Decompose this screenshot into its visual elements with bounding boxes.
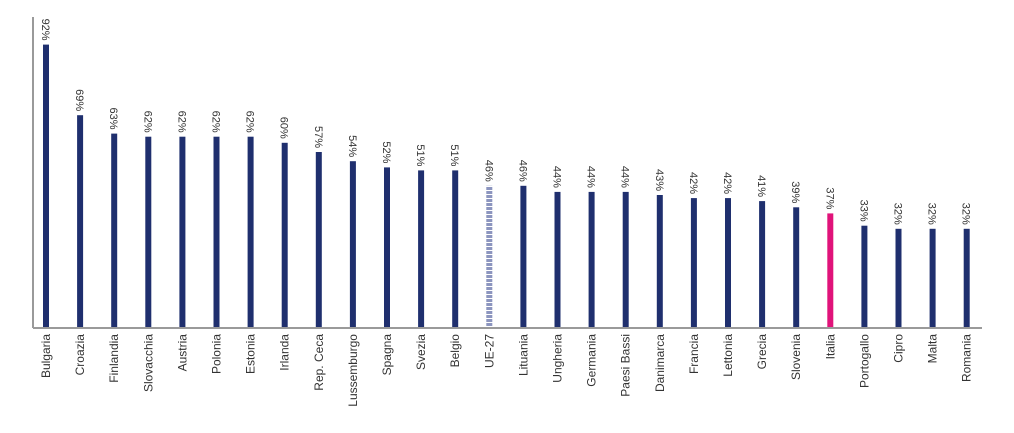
category-label-irlanda: Irlanda: [278, 334, 292, 371]
value-label-spagna: 52%: [380, 141, 392, 163]
value-label-francia: 42%: [687, 172, 699, 194]
bar-italia: [827, 213, 834, 327]
value-label-finlandia: 63%: [107, 108, 119, 130]
category-label-malta: Malta: [926, 334, 940, 364]
value-label-polonia: 62%: [210, 111, 222, 133]
value-label-svezia: 51%: [414, 144, 426, 166]
category-label-danimarca: Danimarca: [653, 334, 667, 392]
category-label-cipro: Cipro: [892, 334, 906, 363]
category-label-lituania: Lituania: [516, 334, 530, 376]
category-label-italia: Italia: [823, 334, 837, 360]
category-labels-group: Bulgaria Croazia Finlandia Slovacchia Austri…: [39, 334, 974, 407]
category-label-germania: Germania: [585, 334, 599, 387]
value-label-lettonia: 42%: [721, 172, 733, 194]
category-label-lussemburgo: Lussemburgo: [346, 334, 360, 407]
bar-slovenia: [793, 207, 800, 327]
category-label-polonia: Polonia: [210, 334, 224, 374]
bar-austria: [179, 136, 186, 327]
value-label-austria: 62%: [175, 111, 187, 133]
value-label-lussemburgo: 54%: [346, 135, 358, 157]
category-label-slovacchia: Slovacchia: [141, 334, 155, 392]
value-labels-group: 92% 69% 63% 62% 62% 62% 62% 60% 57% 54% 52% 51% 51% 4…: [39, 19, 972, 225]
bar-slovacchia: [145, 136, 152, 327]
bar-lettonia: [725, 198, 731, 327]
bar-francia: [690, 198, 697, 327]
bar-rep-ceca: [315, 152, 322, 327]
bar-lituania: [520, 185, 527, 327]
category-label-slovenia: Slovenia: [789, 334, 803, 380]
category-label-francia: Francia: [687, 334, 701, 374]
bar-ungheria: [554, 191, 561, 327]
category-label-lettonia: Lettonia: [721, 334, 735, 377]
category-label-ue-27: UE-27: [482, 334, 496, 368]
value-label-lituania: 46%: [516, 160, 528, 182]
bar-germania: [588, 191, 595, 327]
bars-group: [43, 44, 970, 327]
value-label-danimarca: 43%: [653, 169, 665, 191]
bar-cipro: [895, 228, 902, 327]
bar-polonia: [213, 136, 220, 327]
bar-irlanda: [281, 142, 288, 327]
category-label-croazia: Croazia: [73, 334, 87, 376]
bar-estonia: [247, 136, 254, 327]
value-label-paesi-bassi: 44%: [619, 166, 631, 188]
category-label-estonia: Estonia: [244, 334, 258, 374]
bar-finlandia: [111, 133, 118, 327]
category-label-belgio: Belgio: [448, 334, 462, 368]
axes: [32, 17, 982, 329]
value-label-grecia: 41%: [755, 175, 767, 197]
bar-grecia: [759, 201, 766, 327]
category-label-spagna: Spagna: [380, 334, 394, 376]
category-label-rep-ceca: Rep. Ceca: [312, 334, 326, 391]
category-label-svezia: Svezia: [414, 334, 428, 370]
value-label-malta: 32%: [926, 203, 938, 225]
bar-portogallo: [861, 225, 868, 327]
value-label-cipro: 32%: [892, 203, 904, 225]
bar-lussemburgo: [349, 161, 356, 327]
value-label-bulgaria: 92%: [39, 19, 51, 41]
value-label-italia: 37%: [823, 187, 835, 209]
value-label-germania: 44%: [585, 166, 597, 188]
value-label-ungheria: 44%: [551, 166, 563, 188]
category-label-austria: Austria: [175, 334, 189, 372]
bar-paesi-bassi: [622, 191, 629, 327]
value-label-croazia: 69%: [73, 89, 85, 111]
bar-malta: [929, 228, 936, 327]
category-label-ungheria: Ungheria: [551, 334, 565, 383]
value-label-belgio: 51%: [448, 144, 460, 166]
value-label-ue-27: 46%: [482, 160, 494, 182]
value-label-slovenia: 39%: [789, 181, 801, 203]
category-label-grecia: Grecia: [755, 334, 769, 370]
bar-belgio: [452, 170, 459, 327]
category-label-finlandia: Finlandia: [107, 334, 121, 383]
bar-danimarca: [656, 195, 663, 327]
category-label-bulgaria: Bulgaria: [39, 334, 53, 378]
bar-croazia: [77, 115, 84, 327]
value-label-irlanda: 60%: [278, 117, 290, 139]
value-label-rep-ceca: 57%: [312, 126, 324, 148]
value-label-romania: 32%: [960, 203, 972, 225]
bar-ue-27: [486, 185, 493, 327]
category-label-portogallo: Portogallo: [857, 334, 871, 388]
value-label-estonia: 62%: [244, 111, 256, 133]
category-label-romania: Romania: [960, 334, 974, 382]
bar-bulgaria: [43, 44, 49, 327]
category-label-paesi-bassi: Paesi Bassi: [619, 334, 633, 397]
bar-spagna: [384, 167, 390, 327]
value-label-slovacchia: 62%: [141, 111, 153, 133]
bar-romania: [963, 228, 970, 327]
bar-svezia: [418, 170, 425, 327]
value-label-portogallo: 33%: [857, 200, 869, 222]
